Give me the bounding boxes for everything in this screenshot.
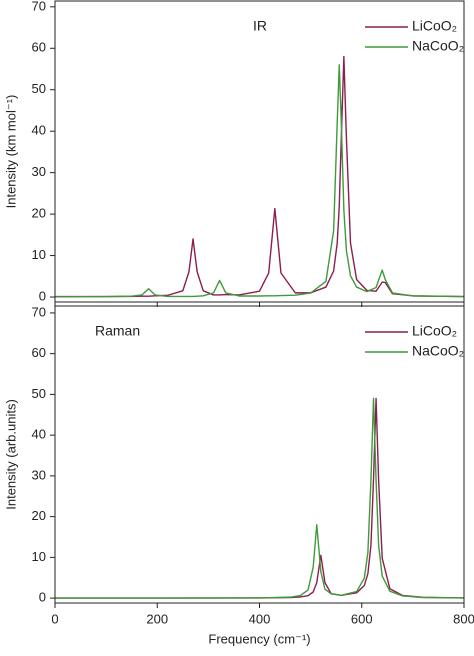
y-tick-label: 70 [32, 304, 46, 319]
y-tick-label: 20 [32, 206, 46, 221]
y-tick-label: 30 [32, 467, 46, 482]
x-tick-label: 600 [351, 611, 373, 626]
x-tick-label: 0 [51, 611, 58, 626]
data-line [55, 397, 464, 599]
y-tick-label: 60 [32, 40, 46, 55]
annotation: IR [253, 18, 267, 34]
legend-label: NaCoO₂ [412, 343, 464, 359]
y-tick-label: 40 [32, 123, 46, 138]
data-line [55, 64, 464, 298]
x-axis-label: Frequency (cm⁻¹) [208, 631, 310, 646]
y-tick-label: 40 [32, 427, 46, 442]
plot-area [55, 397, 464, 599]
y-tick-label: 10 [32, 247, 46, 262]
y-tick-label: 30 [32, 164, 46, 179]
y-axis-label: Intensity (arb.units) [3, 399, 18, 510]
y-tick-label: 0 [39, 590, 46, 605]
legend-label: LiCoO₂ [412, 323, 457, 339]
annotation: Raman [95, 323, 140, 339]
y-tick-label: 10 [32, 549, 46, 564]
plot-frame [54, 305, 465, 604]
legend-label: NaCoO₂ [412, 38, 464, 54]
y-tick-label: 70 [32, 0, 46, 13]
y-tick-label: 50 [32, 386, 46, 401]
data-line [55, 397, 464, 599]
y-tick-label: 0 [39, 288, 46, 303]
plot-area [55, 55, 464, 298]
plot-frame [54, 0, 465, 303]
x-tick-label: 400 [249, 611, 271, 626]
x-tick-label: 800 [453, 611, 474, 626]
y-tick-label: 60 [32, 345, 46, 360]
legend-label: LiCoO₂ [412, 18, 457, 34]
y-axis-label: Intensity (km mol⁻¹) [3, 95, 18, 209]
x-tick-label: 200 [146, 611, 168, 626]
y-tick-label: 20 [32, 508, 46, 523]
data-line [55, 55, 464, 298]
y-tick-label: 50 [32, 81, 46, 96]
